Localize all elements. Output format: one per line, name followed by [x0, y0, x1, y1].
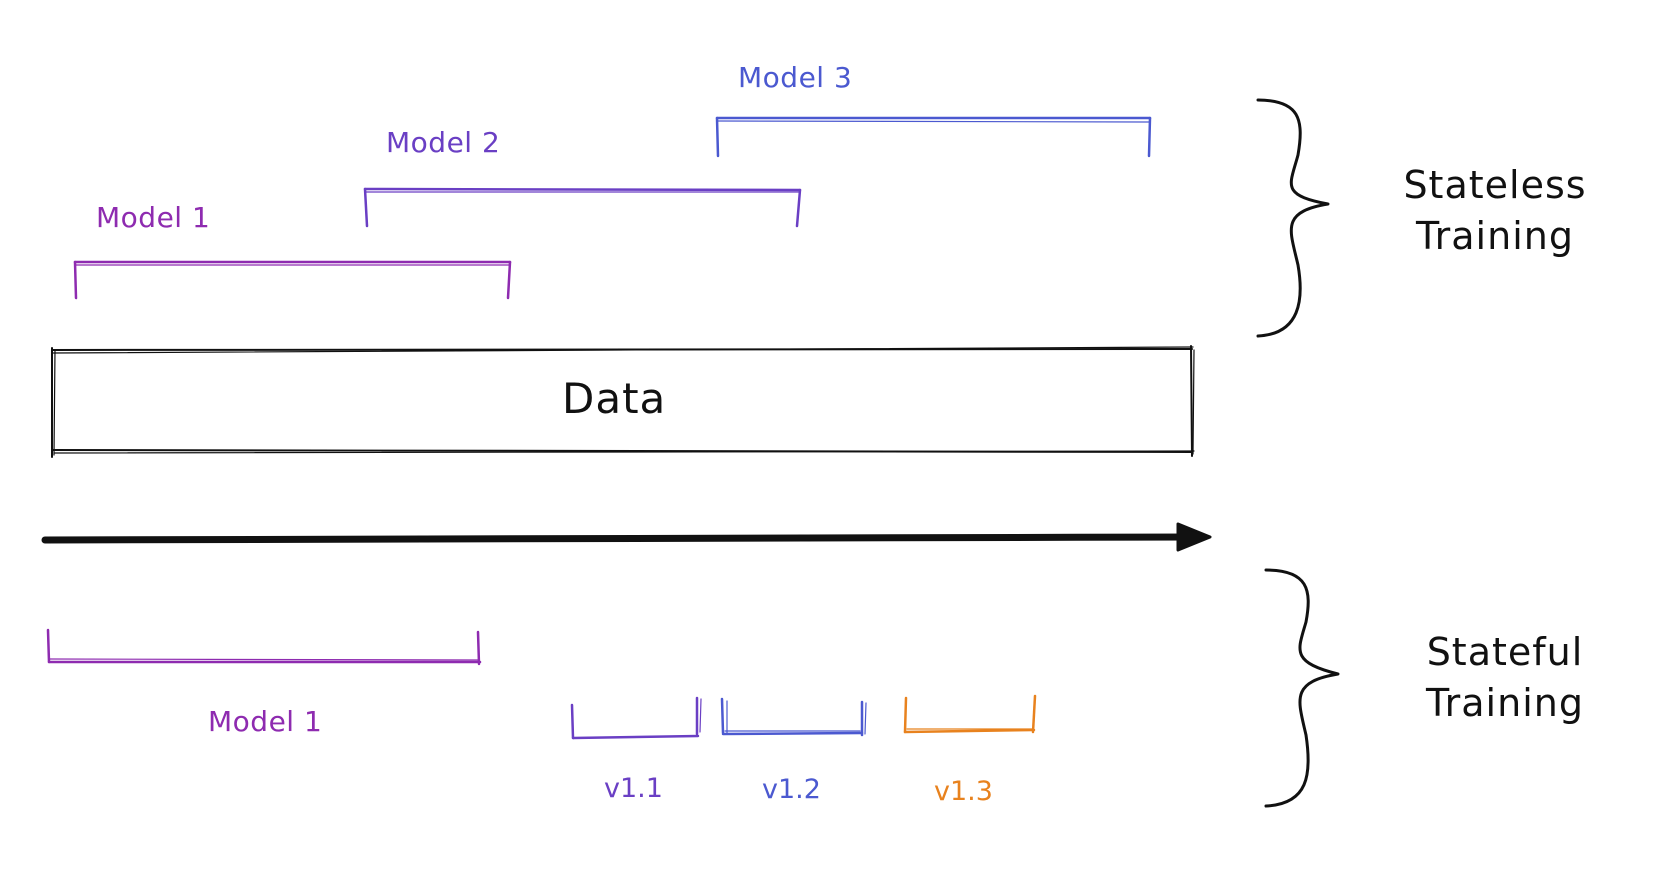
stateful-model-1-label: Model 1 — [208, 705, 323, 738]
stateless-model-3-label: Model 3 — [738, 61, 853, 94]
stateful-training-label: Stateful Training — [1380, 627, 1630, 730]
stateful-label-line2: Training — [1426, 681, 1584, 726]
stateless-model-3-bracket — [715, 116, 1152, 158]
stateless-curly-brace — [1256, 98, 1330, 338]
stateful-curly-brace — [1264, 568, 1340, 808]
version-1-2-label: v1.2 — [762, 774, 821, 805]
stateless-model-1-bracket — [73, 260, 512, 300]
data-label: Data — [562, 374, 667, 423]
version-1-1-label: v1.1 — [604, 773, 663, 804]
arrowhead-icon — [1176, 522, 1212, 552]
data-block — [51, 345, 1195, 458]
stateful-v1-2-bracket — [720, 697, 867, 737]
stateless-label-line1: Stateless — [1403, 163, 1587, 207]
timeline-arrow — [41, 522, 1212, 552]
stateless-model-2-bracket — [363, 187, 802, 228]
version-1-3-label: v1.3 — [934, 776, 993, 807]
stateless-model-2-label: Model 2 — [386, 126, 501, 159]
stateful-label-line1: Stateful — [1426, 630, 1584, 674]
stateless-training-label: Stateless Training — [1370, 160, 1620, 263]
stateful-v1-3-bracket — [903, 694, 1037, 734]
stateless-label-line2: Training — [1416, 214, 1574, 259]
stateful-model-1-bracket — [46, 628, 482, 666]
stateless-model-1-label: Model 1 — [96, 201, 211, 234]
stateful-v1-1-bracket — [570, 696, 702, 740]
